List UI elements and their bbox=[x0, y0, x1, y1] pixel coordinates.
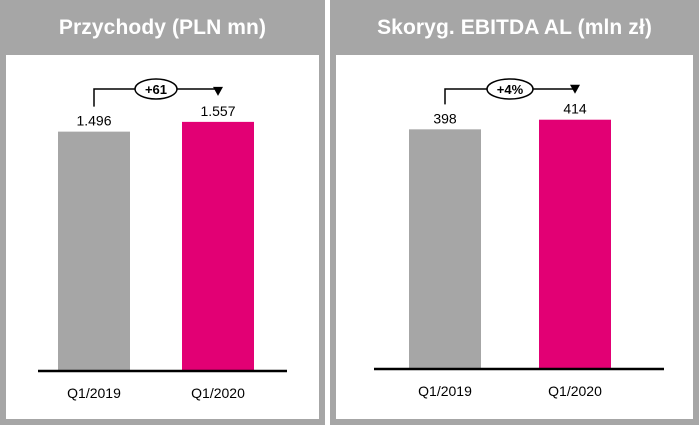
category-label: Q1/2020 bbox=[548, 383, 602, 399]
revenue-chart-title: Przychody (PLN mn) bbox=[58, 15, 267, 39]
change-arrow-head bbox=[213, 86, 223, 96]
revenue-chart-area: 1.496 Q1/2019 1.557 Q1/2020 +61 bbox=[6, 55, 319, 419]
value-label: 398 bbox=[433, 110, 457, 126]
change-badge bbox=[134, 78, 178, 100]
revenue-panel: Przychody (PLN mn) 1.496 Q1/2019 1.557 Q1/2… bbox=[0, 0, 325, 425]
bar-Q1/2019 bbox=[409, 129, 481, 369]
ebitda-chart-title: Skoryg. EBITDA AL (mln zł) bbox=[377, 15, 652, 39]
change-arrow-head bbox=[570, 84, 580, 94]
ebitda-panel: Skoryg. EBITDA AL (mln zł) 398 Q1/2019 414… bbox=[330, 0, 699, 425]
bar-Q1/2020 bbox=[539, 119, 611, 369]
bar-Q1/2020 bbox=[182, 121, 254, 371]
ebitda-chart-area: 398 Q1/2019 414 Q1/2020 +4% bbox=[336, 55, 693, 419]
ebitda-chart: 398 Q1/2019 414 Q1/2020 +4% bbox=[374, 78, 664, 399]
change-label: +61 bbox=[145, 82, 167, 97]
value-label: 414 bbox=[563, 101, 587, 117]
category-label: Q1/2019 bbox=[67, 385, 121, 401]
category-label: Q1/2019 bbox=[418, 383, 472, 399]
bar-Q1/2019 bbox=[58, 131, 130, 371]
value-label: 1.557 bbox=[200, 103, 235, 119]
change-badge bbox=[486, 78, 534, 100]
revenue-chart: 1.496 Q1/2019 1.557 Q1/2020 +61 bbox=[38, 78, 287, 401]
value-label: 1.496 bbox=[76, 113, 111, 129]
change-label: +4% bbox=[497, 82, 524, 97]
category-label: Q1/2020 bbox=[191, 385, 245, 401]
